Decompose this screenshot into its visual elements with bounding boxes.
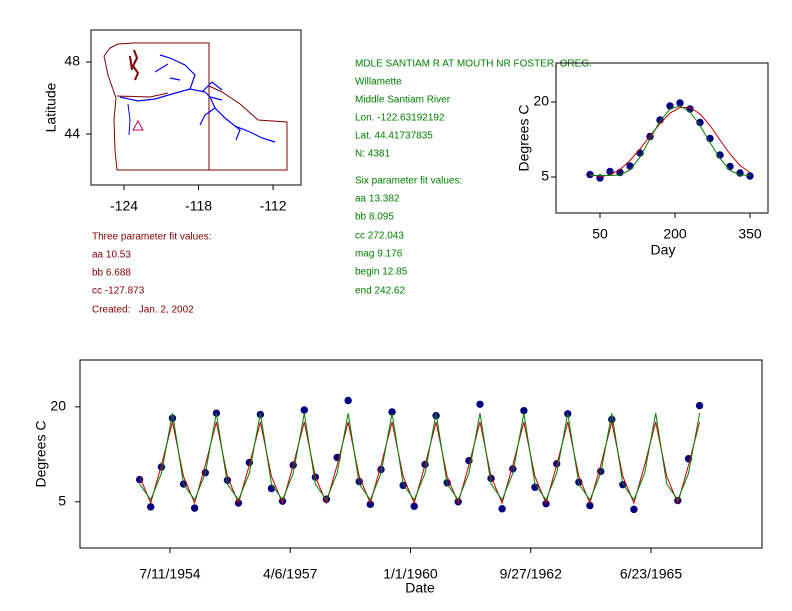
x-tick-label: 9/27/1962: [500, 566, 562, 582]
plot-frame: [79, 359, 763, 549]
x-axis-title: Day: [651, 242, 676, 258]
y-axis-title: Degrees C: [33, 421, 49, 488]
x-tick-label: -124: [110, 198, 138, 214]
six-param-line: mag 9.176: [355, 249, 403, 260]
data-point: [147, 503, 155, 511]
x-tick-label: -112: [260, 198, 287, 214]
map-frame: [90, 29, 302, 186]
six-param-line: aa 13.382: [355, 194, 400, 205]
fit-line: [589, 107, 751, 178]
map: [90, 29, 302, 186]
fit-line: [139, 413, 701, 501]
three-param-line: cc -127.873: [92, 286, 145, 297]
fit-line: [590, 105, 751, 176]
site-marker: [132, 119, 144, 131]
y-tick-label: 48: [64, 53, 80, 69]
data-point: [498, 505, 506, 513]
x-tick-label: 350: [738, 226, 762, 242]
river: [127, 103, 131, 136]
data-point: [608, 415, 616, 424]
state-outline: [103, 42, 288, 171]
x-axis-title: Date: [405, 580, 435, 596]
data-point: [695, 401, 704, 410]
puget-sound: [129, 49, 140, 81]
data-point: [300, 406, 308, 414]
created-date: Created: Jan. 2, 2002: [92, 305, 194, 316]
y-tick-label: 5: [541, 168, 549, 184]
y-axis-title: Latitude: [43, 82, 59, 132]
data-point: [520, 406, 528, 415]
site-river: Middle Santiam River: [355, 95, 451, 106]
six-param-line: begin 12.85: [355, 267, 408, 278]
y-tick-label: 20: [50, 398, 66, 414]
data-point: [267, 484, 276, 493]
site-lat: Lat. 44.41737835: [355, 131, 433, 142]
x-tick-label: 50: [592, 226, 608, 242]
six-param-title: Six parameter fit values:: [355, 176, 462, 187]
data-point: [344, 396, 352, 405]
x-tick-label: 1/1/1960: [383, 566, 438, 582]
data-point: [676, 99, 684, 107]
six-param-line: end 242.62: [355, 286, 405, 297]
x-tick-label: -118: [185, 198, 212, 214]
site-n: N: 4381: [355, 149, 390, 160]
y-tick-label: 20: [533, 93, 549, 109]
three-param-title: Three parameter fit values:: [92, 232, 212, 243]
x-tick-label: 7/11/1954: [139, 566, 200, 582]
three-param-line: aa 10.53: [92, 250, 131, 261]
data-point: [726, 162, 734, 171]
data-point: [746, 172, 754, 180]
site-name: MDLE SANTIAM R AT MOUTH NR FOSTER, OREG.: [355, 59, 592, 70]
six-param-line: bb 8.095: [355, 212, 394, 223]
river: [199, 81, 276, 143]
data-point: [630, 505, 638, 514]
y-tick-label: 44: [64, 125, 80, 141]
site-basin: Willamette: [355, 77, 402, 88]
data-point: [190, 504, 199, 512]
y-tick-label: 5: [58, 492, 66, 508]
x-tick-label: 6/23/1965: [620, 566, 682, 582]
x-tick-label: 4/6/1957: [263, 566, 318, 582]
y-axis-title: Degrees C: [516, 105, 532, 172]
river: [119, 54, 223, 102]
data-point: [626, 162, 634, 170]
data-point: [476, 400, 484, 409]
plot-frame: [555, 62, 769, 214]
site-lon: Lon. -122.63192192: [355, 113, 445, 124]
x-tick-label: 200: [663, 226, 687, 242]
state-border: [116, 92, 169, 98]
three-param-line: bb 6.688: [92, 268, 131, 279]
six-param-line: cc 272.043: [355, 231, 404, 242]
